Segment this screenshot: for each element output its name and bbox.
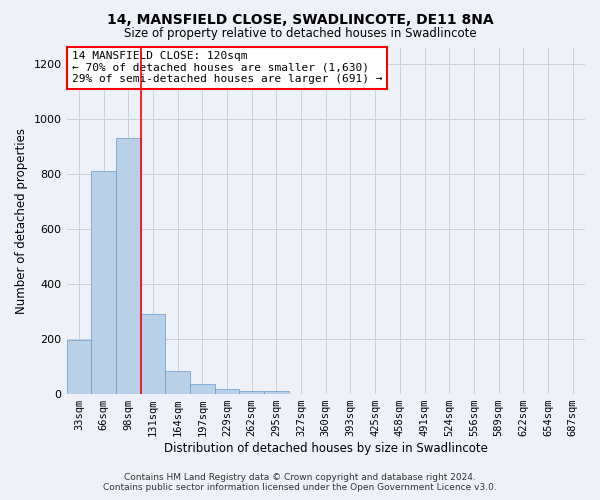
Bar <box>91 172 116 394</box>
Text: Size of property relative to detached houses in Swadlincote: Size of property relative to detached ho… <box>124 28 476 40</box>
Bar <box>215 388 239 394</box>
X-axis label: Distribution of detached houses by size in Swadlincote: Distribution of detached houses by size … <box>164 442 488 455</box>
Bar <box>239 391 264 394</box>
Bar <box>264 392 289 394</box>
Bar <box>140 314 165 394</box>
Text: 14, MANSFIELD CLOSE, SWADLINCOTE, DE11 8NA: 14, MANSFIELD CLOSE, SWADLINCOTE, DE11 8… <box>107 12 493 26</box>
Bar <box>116 138 140 394</box>
Bar <box>67 340 91 394</box>
Bar <box>165 370 190 394</box>
Y-axis label: Number of detached properties: Number of detached properties <box>15 128 28 314</box>
Text: Contains HM Land Registry data © Crown copyright and database right 2024.
Contai: Contains HM Land Registry data © Crown c… <box>103 473 497 492</box>
Bar <box>190 384 215 394</box>
Text: 14 MANSFIELD CLOSE: 120sqm
← 70% of detached houses are smaller (1,630)
29% of s: 14 MANSFIELD CLOSE: 120sqm ← 70% of deta… <box>72 51 382 84</box>
